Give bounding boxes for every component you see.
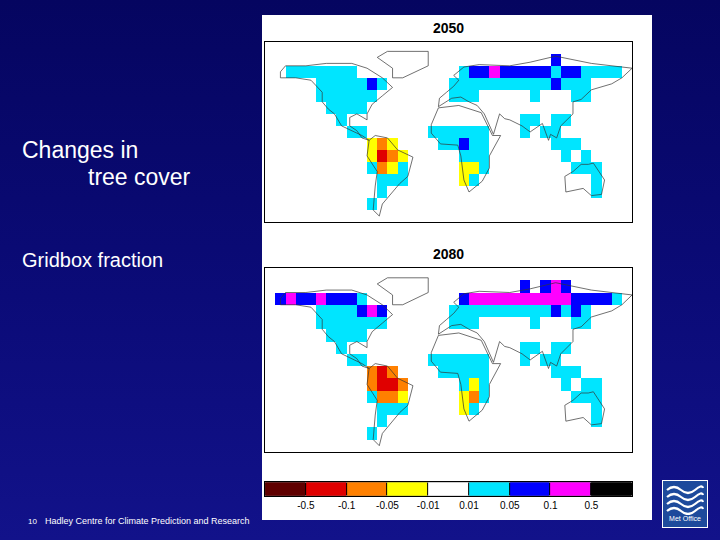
html-text:10: 10 bbox=[28, 517, 37, 526]
svg-text:0.05: 0.05 bbox=[500, 500, 520, 511]
svg-text:0.1: 0.1 bbox=[544, 500, 558, 511]
svg-text:-0.5: -0.5 bbox=[297, 500, 315, 511]
svg-text:0.5: 0.5 bbox=[584, 500, 598, 511]
svg-text:-0.05: -0.05 bbox=[376, 500, 399, 511]
html-text:Hadley Centre for Climate Pred: Hadley Centre for Climate Prediction and… bbox=[45, 516, 250, 526]
svg-text:0.01: 0.01 bbox=[459, 500, 479, 511]
svg-text:2050: 2050 bbox=[433, 20, 464, 36]
html-text:Gridbox fraction: Gridbox fraction bbox=[22, 249, 164, 271]
html-text:Changes in: Changes in bbox=[22, 137, 139, 163]
svg-text:2080: 2080 bbox=[433, 246, 464, 262]
svg-text:-0.01: -0.01 bbox=[417, 500, 440, 511]
svg-text:-0.1: -0.1 bbox=[338, 500, 356, 511]
html-text:tree cover: tree cover bbox=[88, 164, 191, 190]
html-text:Met Office: Met Office bbox=[669, 515, 701, 522]
